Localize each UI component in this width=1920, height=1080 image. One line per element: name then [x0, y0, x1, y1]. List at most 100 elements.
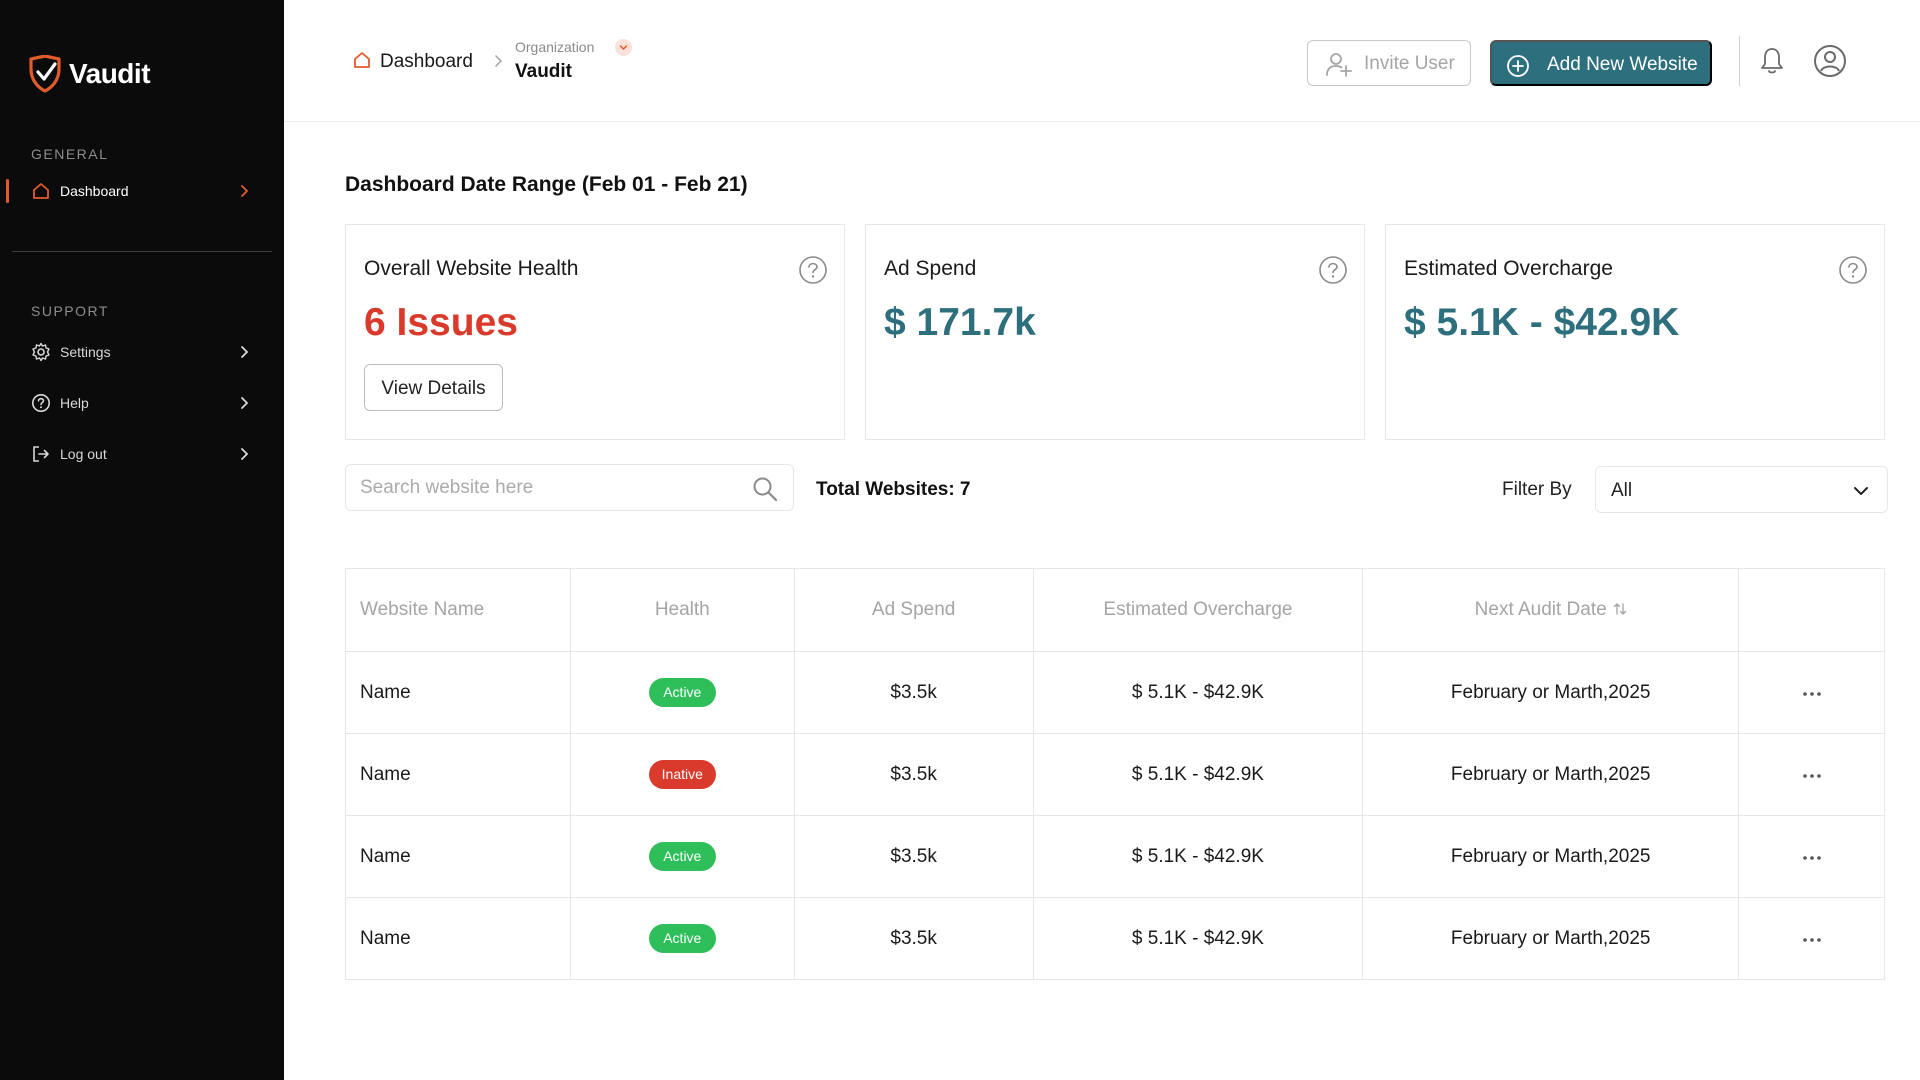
table-row[interactable]: Name Active $3.5k $ 5.1K - $42.9K Februa…: [345, 897, 1885, 980]
column-header-actions: [1738, 568, 1885, 652]
search-input[interactable]: [360, 475, 730, 501]
header-divider: [1739, 36, 1740, 86]
gear-icon: [32, 342, 50, 362]
chevron-down-icon: [619, 45, 628, 51]
bell-icon[interactable]: [1758, 46, 1786, 76]
health-cell: Active: [570, 897, 795, 980]
section-label-support: SUPPORT: [31, 303, 109, 319]
chevron-right-icon: [241, 397, 249, 409]
column-header-health[interactable]: Health: [570, 568, 795, 652]
estimated-overcharge: $ 5.1K - $42.9K: [1033, 815, 1364, 898]
next-audit-date: February or Marth,2025: [1362, 733, 1740, 816]
column-header-website-name[interactable]: Website Name: [345, 568, 571, 652]
health-cell: Inative: [570, 733, 795, 816]
estimated-overcharge-card: Estimated Overcharge $ 5.1K - $42.9K: [1385, 224, 1885, 440]
user-profile-icon[interactable]: [1813, 44, 1847, 78]
view-details-label: View Details: [381, 378, 486, 399]
column-header-label: Next Audit Date: [1474, 599, 1607, 620]
organization-dropdown[interactable]: [615, 39, 632, 56]
plus-circle-icon: [1507, 55, 1529, 77]
actions-cell: [1738, 651, 1885, 734]
filter-label: Filter By: [1502, 479, 1572, 500]
sidebar-item-label: Help: [60, 395, 89, 411]
home-icon[interactable]: [352, 50, 372, 70]
table-row[interactable]: Name Inative $3.5k $ 5.1K - $42.9K Febru…: [345, 733, 1885, 816]
column-header-estimated-overcharge[interactable]: Estimated Overcharge: [1033, 568, 1364, 652]
estimated-overcharge: $ 5.1K - $42.9K: [1033, 651, 1364, 734]
status-badge: Active: [648, 842, 716, 871]
search-box: [345, 464, 794, 511]
ad-spend: $3.5k: [794, 651, 1034, 734]
organization-label: Organization: [515, 39, 595, 55]
sidebar-item-logout[interactable]: Log out: [0, 434, 284, 474]
sidebar-item-label: Dashboard: [60, 183, 129, 199]
chevron-right-icon: [241, 448, 249, 460]
sidebar: Vaudit GENERAL Dashboard SUPPORT Setting…: [0, 0, 284, 1080]
more-options-icon[interactable]: [1801, 854, 1823, 862]
chevron-right-icon: [241, 346, 249, 358]
ad-spend: $3.5k: [794, 897, 1034, 980]
website-health-card: Overall Website Health 6 Issues View Det…: [345, 224, 845, 440]
filter-select[interactable]: All: [1595, 466, 1888, 513]
section-label-general: GENERAL: [31, 146, 109, 162]
invite-user-button[interactable]: Invite User: [1307, 40, 1471, 86]
card-title: Ad Spend: [884, 257, 977, 280]
organization-name: Vaudit: [515, 61, 573, 82]
filter-selected-value: All: [1611, 480, 1633, 501]
help-circle-icon[interactable]: [1318, 255, 1348, 285]
total-websites: Total Websites: 7: [816, 479, 971, 500]
chevron-down-icon: [1854, 487, 1868, 495]
table-header-row: Website Name Health Ad Spend Estimated O…: [345, 568, 1885, 652]
actions-cell: [1738, 897, 1885, 980]
sidebar-item-settings[interactable]: Settings: [0, 332, 284, 372]
column-header-ad-spend[interactable]: Ad Spend: [794, 568, 1034, 652]
home-icon: [33, 183, 49, 199]
website-name: Name: [345, 651, 571, 734]
issues-count: 6 Issues: [364, 301, 518, 344]
websites-table: Website Name Health Ad Spend Estimated O…: [345, 568, 1885, 980]
next-audit-date: February or Marth,2025: [1362, 897, 1740, 980]
more-options-icon[interactable]: [1801, 936, 1823, 944]
sidebar-item-label: Settings: [60, 344, 111, 360]
breadcrumb-dashboard[interactable]: Dashboard: [380, 51, 473, 72]
status-badge: Inative: [648, 760, 716, 789]
view-details-button[interactable]: View Details: [364, 364, 503, 411]
card-title: Estimated Overcharge: [1404, 257, 1613, 280]
overcharge-value: $ 5.1K - $42.9K: [1404, 301, 1680, 344]
table-row[interactable]: Name Active $3.5k $ 5.1K - $42.9K Februa…: [345, 815, 1885, 898]
add-new-website-button[interactable]: Add New Website: [1490, 40, 1712, 86]
search-icon[interactable]: [752, 476, 778, 502]
logout-icon: [33, 446, 49, 462]
website-name: Name: [345, 897, 571, 980]
app-name: Vaudit: [69, 58, 151, 89]
chevron-right-icon: [241, 185, 249, 197]
invite-user-label: Invite User: [1364, 53, 1455, 74]
more-options-icon[interactable]: [1801, 690, 1823, 698]
active-indicator: [6, 179, 9, 203]
ad-spend: $3.5k: [794, 815, 1034, 898]
more-options-icon[interactable]: [1801, 772, 1823, 780]
estimated-overcharge: $ 5.1K - $42.9K: [1033, 897, 1364, 980]
ad-spend: $3.5k: [794, 733, 1034, 816]
app-logo[interactable]: Vaudit: [27, 55, 151, 93]
status-badge: Active: [648, 678, 716, 707]
sort-icon[interactable]: [1613, 602, 1627, 616]
next-audit-date: February or Marth,2025: [1362, 651, 1740, 734]
sidebar-item-label: Log out: [60, 446, 107, 462]
ad-spend-card: Ad Spend $ 171.7k: [865, 224, 1365, 440]
actions-cell: [1738, 815, 1885, 898]
sidebar-item-help[interactable]: Help: [0, 383, 284, 423]
help-circle-icon: [32, 394, 50, 412]
help-circle-icon[interactable]: [798, 255, 828, 285]
health-cell: Active: [570, 815, 795, 898]
sidebar-divider: [12, 251, 272, 252]
actions-cell: [1738, 733, 1885, 816]
column-header-next-audit-date[interactable]: Next Audit Date: [1362, 568, 1740, 652]
table-row[interactable]: Name Active $3.5k $ 5.1K - $42.9K Februa…: [345, 651, 1885, 734]
website-name: Name: [345, 815, 571, 898]
sidebar-item-dashboard[interactable]: Dashboard: [0, 171, 284, 211]
status-badge: Active: [648, 924, 716, 953]
help-circle-icon[interactable]: [1838, 255, 1868, 285]
logo-shield-icon: [29, 55, 61, 93]
estimated-overcharge: $ 5.1K - $42.9K: [1033, 733, 1364, 816]
